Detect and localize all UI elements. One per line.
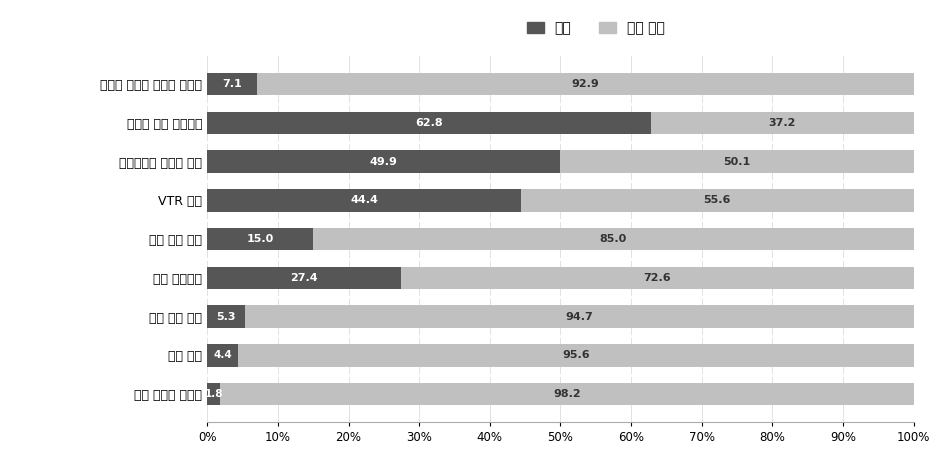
Text: 62.8: 62.8 — [415, 118, 443, 128]
Text: 50.1: 50.1 — [723, 157, 751, 166]
Bar — [207, 305, 245, 328]
Bar — [401, 267, 914, 289]
Text: 92.9: 92.9 — [572, 79, 599, 89]
Bar — [207, 73, 257, 95]
Bar — [207, 112, 651, 134]
Text: 1.8: 1.8 — [204, 389, 223, 399]
Text: 37.2: 37.2 — [769, 118, 796, 128]
Text: 55.6: 55.6 — [704, 196, 731, 205]
Bar — [207, 228, 313, 250]
Text: 27.4: 27.4 — [290, 273, 317, 283]
Bar — [207, 383, 220, 406]
Legend: 모름, 알고 있음: 모름, 알고 있음 — [521, 15, 671, 41]
Bar — [238, 344, 914, 367]
Text: 15.0: 15.0 — [247, 234, 274, 244]
Bar — [207, 189, 521, 212]
Text: 44.4: 44.4 — [350, 196, 378, 205]
Text: 4.4: 4.4 — [214, 350, 232, 361]
Text: 7.1: 7.1 — [222, 79, 242, 89]
Bar — [207, 151, 560, 173]
Bar — [207, 267, 401, 289]
Bar — [313, 228, 914, 250]
Bar — [560, 151, 914, 173]
Bar — [207, 344, 238, 367]
Text: 72.6: 72.6 — [643, 273, 671, 283]
Text: 85.0: 85.0 — [600, 234, 627, 244]
Bar — [220, 383, 914, 406]
Bar — [257, 73, 914, 95]
Bar — [651, 112, 914, 134]
Bar — [521, 189, 914, 212]
Text: 5.3: 5.3 — [217, 312, 236, 322]
Text: 95.6: 95.6 — [562, 350, 590, 361]
Text: 94.7: 94.7 — [565, 312, 593, 322]
Text: 49.9: 49.9 — [369, 157, 398, 166]
Text: 98.2: 98.2 — [553, 389, 580, 399]
Bar — [245, 305, 914, 328]
